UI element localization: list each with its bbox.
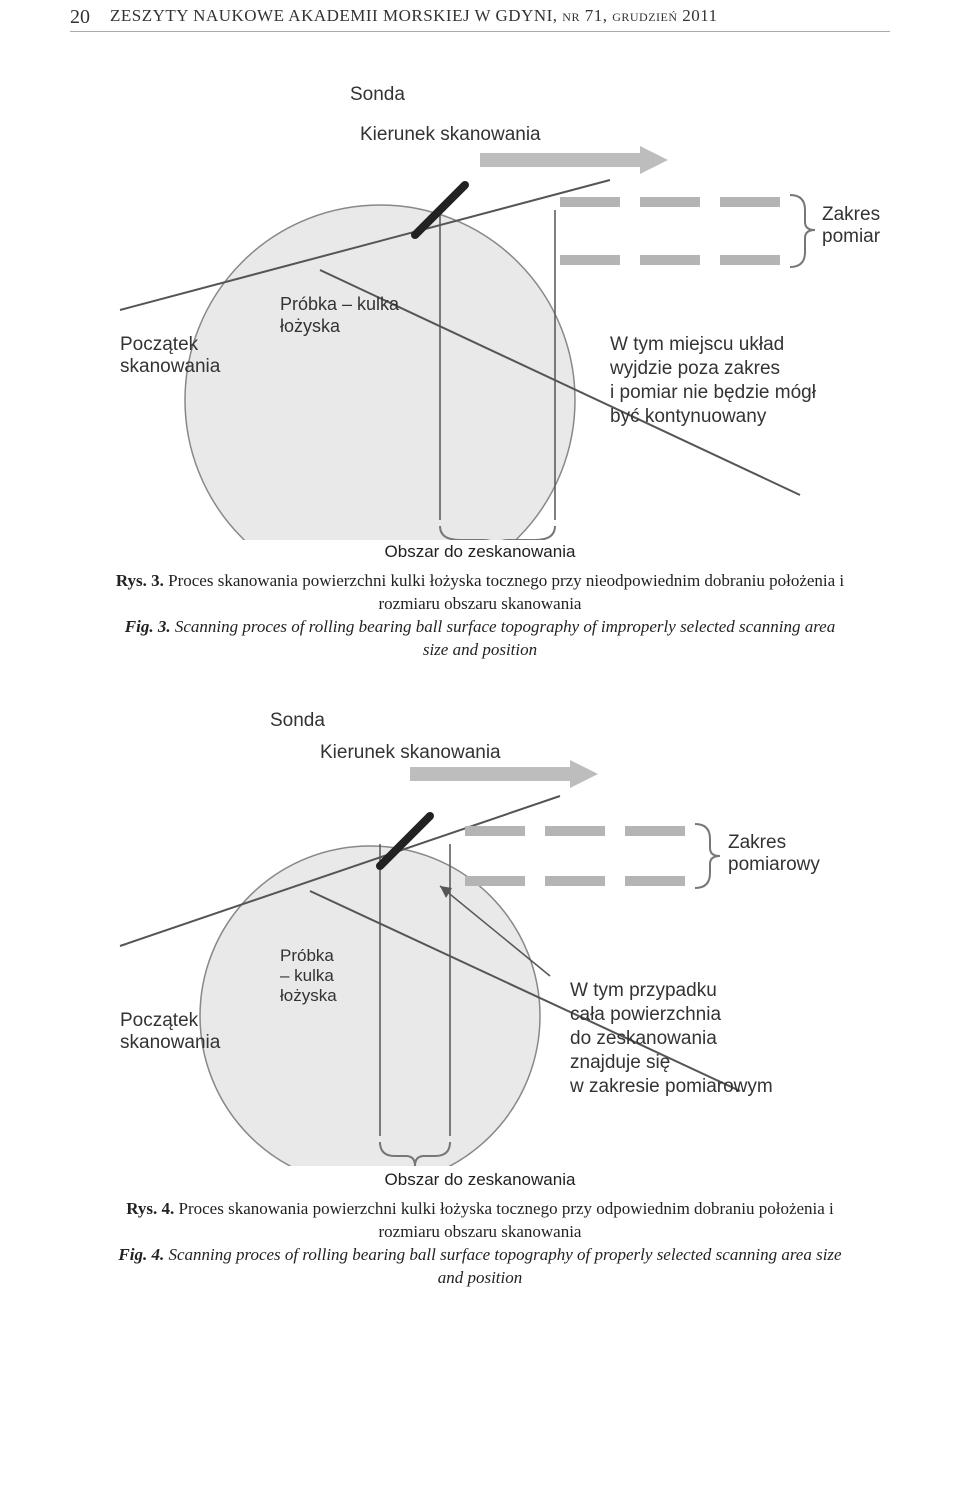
- label-sonda: Sonda: [270, 710, 325, 731]
- label-right3: do zeskanowania: [570, 1028, 717, 1049]
- label-zakres1: Zakres: [728, 832, 786, 853]
- label-sonda: Sonda: [350, 84, 405, 105]
- label-right1: W tym przypadku: [570, 980, 717, 1001]
- label-poczatek1: Początek: [120, 1010, 199, 1031]
- figure-4: Sonda Kierunek skanowania Zakres pomiaro…: [70, 696, 890, 1166]
- label-right4: znajduje się: [570, 1052, 670, 1073]
- caption-rys3: Rys. 3.: [116, 571, 164, 590]
- figure-3: Sonda Kierunek skanowania Zakres pomiaro…: [70, 60, 890, 540]
- label-right2: wyjdzie poza zakres: [609, 358, 780, 379]
- label-right3: i pomiar nie będzie mógł: [610, 382, 817, 403]
- label-probka2: łożyska: [280, 316, 341, 336]
- label-obszar-4: Obszar do zeskanowania: [70, 1170, 890, 1190]
- journal-title: ZESZYTY NAUKOWE AKADEMII MORSKIEJ W GDYN…: [110, 6, 890, 29]
- figure-4-svg: Sonda Kierunek skanowania Zakres pomiaro…: [80, 696, 880, 1166]
- caption-sub3: Scanning proces of rolling bearing ball …: [171, 617, 836, 659]
- caption-main4: Proces skanowania powierzchni kulki łoży…: [174, 1199, 834, 1241]
- label-probka3: łożyska: [280, 986, 337, 1005]
- scan-arrow-head: [640, 146, 668, 174]
- label-right1: W tym miejscu układ: [610, 334, 784, 355]
- figure-4-caption: Rys. 4. Proces skanowania powierzchni ku…: [115, 1198, 845, 1290]
- ball-sample: [200, 846, 540, 1166]
- page-header: 20 ZESZYTY NAUKOWE AKADEMII MORSKIEJ W G…: [70, 0, 890, 32]
- caption-sub4: Scanning proces of rolling bearing ball …: [164, 1245, 841, 1287]
- caption-main3: Proces skanowania powierzchni kulki łoży…: [164, 571, 844, 613]
- label-poczatek2: skanowania: [120, 1032, 221, 1053]
- label-kierunek: Kierunek skanowania: [320, 742, 501, 763]
- label-probka1: Próbka – kulka: [280, 294, 400, 314]
- range-bracket: [790, 195, 815, 267]
- label-right2: cała powierzchnia: [570, 1004, 721, 1025]
- ball-sample: [185, 205, 575, 540]
- range-dashes: [465, 831, 685, 881]
- label-right4: być kontynuowany: [610, 406, 767, 427]
- range-bracket: [695, 824, 720, 888]
- label-zakres1: Zakres: [822, 204, 880, 225]
- page-number: 20: [70, 6, 110, 29]
- label-probka2: – kulka: [280, 966, 334, 985]
- caption-fig4: Fig. 4.: [118, 1245, 164, 1264]
- label-right5: w zakresie pomiarowym: [569, 1076, 773, 1097]
- label-probka1: Próbka: [280, 946, 334, 965]
- caption-rys4: Rys. 4.: [126, 1199, 174, 1218]
- label-kierunek: Kierunek skanowania: [360, 124, 541, 145]
- figure-3-svg: Sonda Kierunek skanowania Zakres pomiaro…: [80, 60, 880, 540]
- label-poczatek1: Początek: [120, 334, 199, 355]
- caption-fig3: Fig. 3.: [125, 617, 171, 636]
- label-obszar-3: Obszar do zeskanowania: [70, 542, 890, 562]
- label-zakres2: pomiarowy: [822, 226, 880, 247]
- range-dashes: [560, 202, 780, 260]
- scan-arrow-head: [570, 760, 598, 788]
- label-zakres2: pomiarowy: [728, 854, 820, 875]
- label-poczatek2: skanowania: [120, 356, 221, 377]
- figure-3-caption: Rys. 3. Proces skanowania powierzchni ku…: [115, 570, 845, 662]
